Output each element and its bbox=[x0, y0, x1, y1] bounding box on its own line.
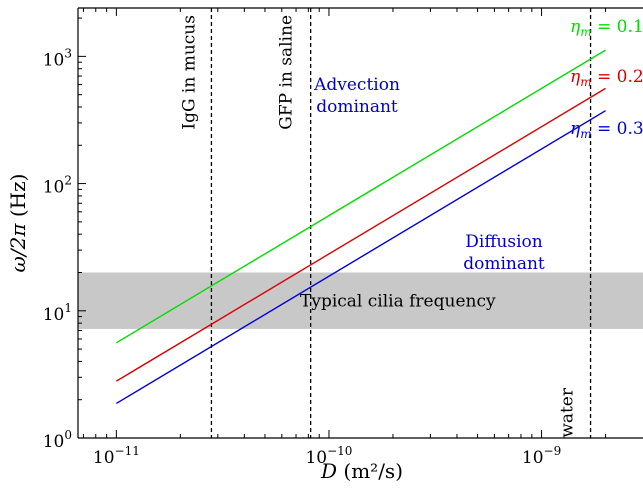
series-label-2: ηm = 0.2 bbox=[570, 67, 643, 89]
y-tick-base: 10 bbox=[43, 178, 65, 198]
reference-label-subscript: 2 bbox=[566, 465, 580, 473]
y-tick-exponent: 3 bbox=[64, 46, 72, 60]
series-label-subscript: m bbox=[580, 127, 591, 141]
series-label-symbol: η bbox=[570, 67, 581, 87]
x-tick-label: 10−9 bbox=[522, 444, 561, 468]
series-label-subscript: m bbox=[580, 25, 591, 39]
region-annotation-line: dominant bbox=[463, 254, 545, 274]
x-tick-label: 10−11 bbox=[93, 444, 140, 468]
x-axis-title-symbol: D bbox=[320, 459, 337, 483]
cilia-frequency-band bbox=[78, 272, 643, 329]
reference-label-2: GFP in saline bbox=[277, 15, 297, 130]
y-tick-exponent: 1 bbox=[64, 301, 72, 315]
x-tick-exponent: −9 bbox=[544, 444, 562, 458]
x-tick-base: 10 bbox=[305, 448, 327, 468]
series-line-3 bbox=[116, 110, 606, 405]
reference-label-1: IgG in mucus bbox=[179, 15, 199, 130]
series-line-1 bbox=[116, 49, 606, 344]
region-annotation-2: Diffusion dominant bbox=[463, 232, 545, 274]
y-axis-title-unit: (Hz) bbox=[6, 174, 30, 224]
y-tick-label: 102 bbox=[43, 174, 72, 198]
series-label-value: = 0.1 bbox=[592, 17, 643, 37]
y-tick-exponent: 0 bbox=[64, 428, 72, 442]
x-tick-exponent: −11 bbox=[115, 444, 140, 458]
y-tick-label: 101 bbox=[43, 301, 72, 325]
plot-area: Typical cilia frequency IgG in mucus GFP i… bbox=[78, 8, 643, 491]
reference-label-3: CO2 in water bbox=[558, 387, 580, 491]
series-label-symbol: η bbox=[570, 119, 581, 139]
series-label-value: = 0.3 bbox=[592, 119, 643, 139]
x-tick-base: 10 bbox=[93, 448, 115, 468]
series-label-symbol: η bbox=[570, 17, 581, 37]
x-axis-title: D (m²/s) bbox=[320, 459, 403, 483]
x-tick-label: 10−10 bbox=[305, 444, 352, 468]
region-annotation-line: dominant bbox=[316, 97, 398, 117]
y-axis-title: ω/2π (Hz) bbox=[6, 174, 30, 273]
x-tick-exponent: −10 bbox=[327, 444, 352, 458]
y-tick-base: 10 bbox=[43, 432, 65, 452]
y-tick-label: 103 bbox=[43, 46, 72, 70]
region-annotation-line: Diffusion bbox=[465, 232, 542, 252]
x-axis-title-unit: (m²/s) bbox=[337, 459, 403, 483]
y-tick-base: 10 bbox=[43, 305, 65, 325]
series-label-value: = 0.2 bbox=[592, 67, 643, 87]
x-tick-base: 10 bbox=[522, 448, 544, 468]
y-tick-base: 10 bbox=[43, 50, 65, 70]
region-annotation-line: Advection bbox=[313, 75, 400, 95]
region-annotation-1: Advection dominant bbox=[313, 75, 400, 117]
series-label-subscript: m bbox=[580, 75, 591, 89]
y-axis-title-symbol: ω/2π bbox=[6, 223, 30, 273]
reference-label-text: in water bbox=[558, 387, 578, 465]
y-tick-label: 100 bbox=[43, 428, 72, 452]
band-label: Typical cilia frequency bbox=[300, 292, 496, 312]
series-label-1: ηm = 0.1 bbox=[570, 17, 643, 39]
y-tick-exponent: 2 bbox=[64, 174, 72, 188]
series-label-3: ηm = 0.3 bbox=[570, 119, 643, 141]
reference-label-text: CO bbox=[558, 473, 578, 491]
series-line-2 bbox=[116, 87, 606, 382]
